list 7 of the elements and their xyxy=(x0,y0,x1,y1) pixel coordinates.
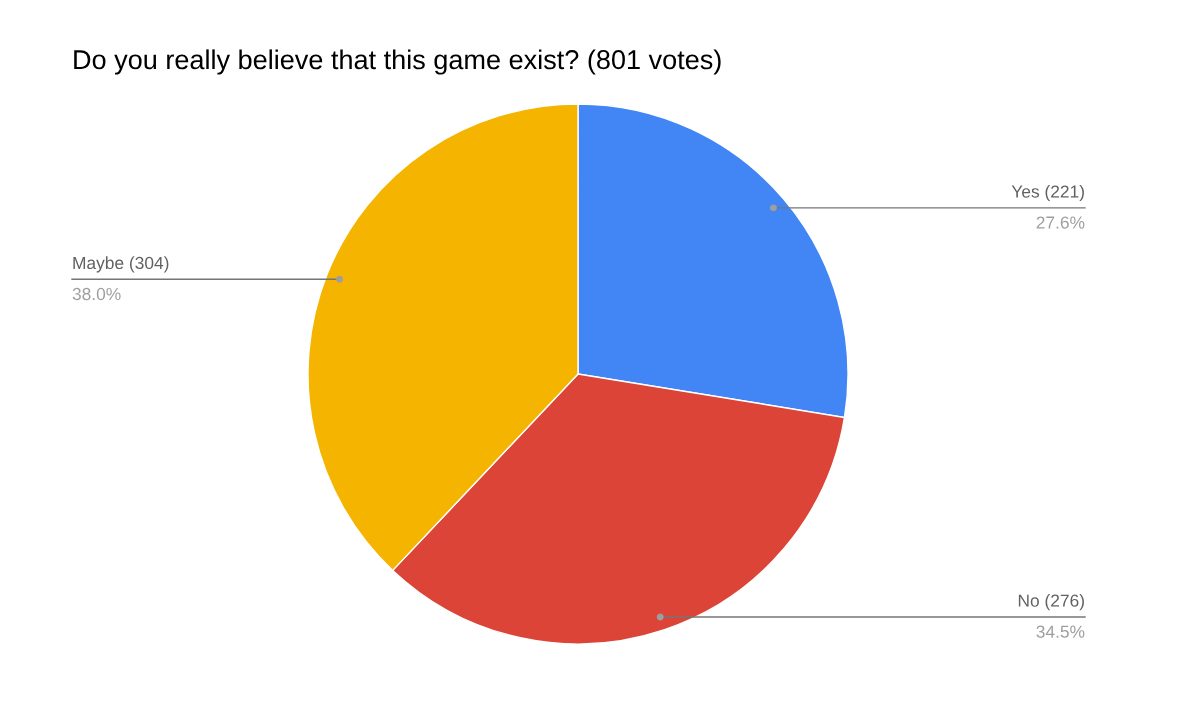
data-label: 34.5% xyxy=(1036,625,1085,638)
slice-label: Yes (221) xyxy=(1011,184,1084,202)
slice-label: Maybe (304) xyxy=(73,256,169,273)
data-label: 27.6% xyxy=(1036,216,1085,229)
data-label: 38.0% xyxy=(72,287,121,301)
chart-title: Do you really believe that this game exist? (801 votes) xyxy=(74,49,721,75)
slice-label: No (276) xyxy=(1018,594,1084,611)
